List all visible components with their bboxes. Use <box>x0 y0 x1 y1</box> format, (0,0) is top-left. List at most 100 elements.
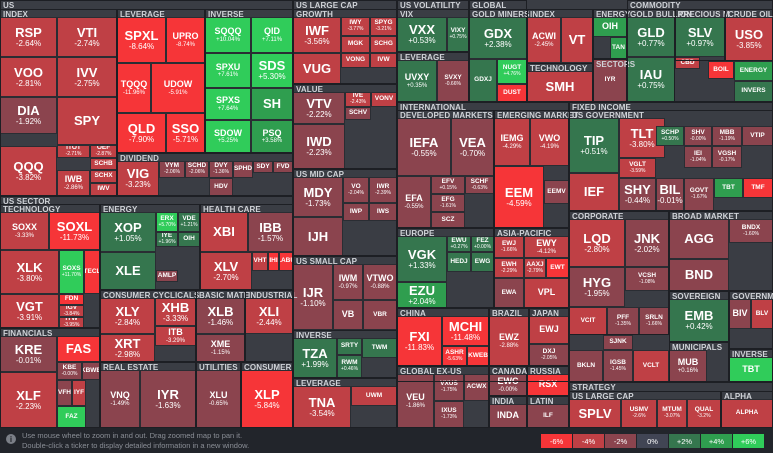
tile-labu[interactable]: LABU <box>279 252 293 271</box>
tile-emb[interactable]: EMB +0.42% <box>669 299 729 342</box>
tile-fdn[interactable]: FDN <box>59 294 84 305</box>
tile-bnd[interactable]: BND <box>669 259 729 291</box>
tile-vwo[interactable]: VWO -4.19% <box>530 118 569 166</box>
tile-igv[interactable]: IGV -3.84% <box>59 305 84 317</box>
tile-nugt[interactable]: NUGT +4.76% <box>497 59 527 84</box>
tile-rsp[interactable]: RSP -2.64% <box>0 17 57 57</box>
tile-xlk[interactable]: XLK -3.80% <box>0 250 59 294</box>
tile-uso[interactable]: USO -3.85% <box>725 17 773 61</box>
tile-hyg[interactable]: HYG -1.95% <box>569 267 625 307</box>
tile-ewh[interactable]: EWH -2.29% <box>494 258 524 278</box>
tile-vo[interactable]: VO -2.04% <box>343 177 369 203</box>
tile-eemv[interactable]: EEMV <box>544 180 569 204</box>
tile-vb[interactable]: VB <box>333 300 363 330</box>
tile-vym[interactable]: VYM -2.06% <box>159 161 185 178</box>
tile-fez[interactable]: FEZ +0.00% <box>471 236 494 252</box>
tile-xly[interactable]: XLY -2.84% <box>100 298 155 334</box>
tile-fxi[interactable]: FXI -11.83% <box>397 316 442 366</box>
tile-acwx[interactable]: ACWX <box>464 374 489 401</box>
tile-iye[interactable]: IYE +1.96% <box>156 232 178 247</box>
tile-tbt[interactable]: TBT <box>729 357 773 382</box>
tile-vug[interactable]: VUG <box>293 53 341 84</box>
tile-sphd[interactable]: SPHD <box>233 161 253 178</box>
tile-oih[interactable]: OIH <box>178 232 200 247</box>
tile-oef[interactable]: OEF -2.87% <box>90 145 117 158</box>
tile-vxx[interactable]: VXX +0.53% <box>397 17 447 52</box>
tile-ivw[interactable]: IVW <box>370 53 397 68</box>
tile-vig[interactable]: VIG -3.23% <box>117 161 159 196</box>
tile-mdy[interactable]: MDY -1.73% <box>293 177 343 217</box>
tile-vtv[interactable]: VTV -2.22% <box>293 92 345 124</box>
tile-rsx[interactable]: RSX <box>527 374 569 396</box>
tile-jnk[interactable]: JNK -2.02% <box>625 219 669 267</box>
tile-kbwb[interactable]: KBWB <box>82 362 100 380</box>
tile-iws[interactable]: IWS <box>369 203 397 221</box>
tile-tan[interactable]: TAN <box>610 37 627 59</box>
tile-pff[interactable]: PFF -1.35% <box>607 307 639 335</box>
tile-shy[interactable]: SHY -0.44% <box>619 178 656 211</box>
tile-ief[interactable]: IEF <box>569 173 619 211</box>
tile-ijr[interactable]: IJR -1.10% <box>293 264 333 330</box>
tile-lqd[interactable]: LQD -2.80% <box>569 219 625 267</box>
tile-ewj[interactable]: EWJ <box>529 316 569 344</box>
tile-bndx[interactable]: BNDX -1.60% <box>729 219 773 243</box>
tile-vonv[interactable]: VONV <box>371 92 397 107</box>
tile-ewz[interactable]: EWZ -2.88% <box>489 316 529 366</box>
tile-iwm[interactable]: IWM -0.97% <box>333 264 363 300</box>
tile-psq[interactable]: PSQ +3.58% <box>251 120 293 153</box>
tile-spyg[interactable]: SPYG -3.21% <box>370 17 397 36</box>
tile-dvy[interactable]: DVY -1.36% <box>209 161 233 178</box>
tile-ewt[interactable]: EWT <box>546 258 569 278</box>
tile-sqqq[interactable]: SQQQ +10.04% <box>205 17 251 53</box>
tile-iwr[interactable]: IWR -2.39% <box>369 177 397 203</box>
tile-iei[interactable]: IEI -1.04% <box>684 146 712 168</box>
tile-vfh[interactable]: VFH <box>57 380 72 406</box>
tile-sds[interactable]: SDS +5.30% <box>251 53 293 88</box>
tile-uwm[interactable]: UWM <box>351 386 397 406</box>
tile-sdow[interactable]: SDOW +5.25% <box>205 120 251 153</box>
tile-xrt[interactable]: XRT -2.98% <box>100 334 155 362</box>
tile-iwy[interactable]: IWY -3.77% <box>341 17 370 36</box>
tile-tbt[interactable]: TBT <box>714 178 743 198</box>
tile-vnq[interactable]: VNQ -1.49% <box>100 370 140 428</box>
tile-schv[interactable]: SCHV <box>345 107 371 120</box>
tile-ijh[interactable]: IJH <box>293 217 343 256</box>
tile-schb[interactable]: SCHB <box>90 158 117 170</box>
tile-soxl[interactable]: SOXL -11.73% <box>49 212 100 250</box>
tile-shv[interactable]: SHV -0.00% <box>684 126 712 146</box>
tile-twm[interactable]: TWM <box>362 338 397 358</box>
tile-rwm[interactable]: RWM +0.46% <box>337 355 362 378</box>
tile-udow[interactable]: UDOW -5.91% <box>151 63 205 113</box>
tile-hedj[interactable]: HEDJ <box>447 252 471 272</box>
tile-dia[interactable]: DIA -1.92% <box>0 97 57 134</box>
tile-spxl[interactable]: SPXL -8.64% <box>117 17 166 63</box>
tile-mgk[interactable]: MGK <box>341 36 370 53</box>
tile-srln[interactable]: SRLN -1.66% <box>639 307 669 335</box>
tile-invers[interactable]: INVERS <box>734 81 773 102</box>
tile-iwv[interactable]: IWV <box>90 183 117 196</box>
tile-srty[interactable]: SRTY <box>337 338 362 355</box>
tile-upro[interactable]: UPRO -8.74% <box>166 17 205 63</box>
tile-iyw[interactable]: IYW -3.95% <box>59 317 84 328</box>
tile-vht[interactable]: VHT <box>252 252 268 271</box>
tile-dxj[interactable]: DXJ -2.05% <box>529 344 569 366</box>
tile-soxs[interactable]: SOXS +11.70% <box>59 250 84 294</box>
tile-mub[interactable]: MUB +0.16% <box>669 350 707 382</box>
tile-boil[interactable]: BOIL <box>708 61 734 79</box>
tile-gld[interactable]: GLD +0.77% <box>627 17 675 57</box>
tile-gdxj[interactable]: GDXJ <box>469 59 497 102</box>
tile-cbd[interactable]: CBD <box>675 57 700 69</box>
tile-alpha[interactable]: ALPHA <box>721 399 773 428</box>
tile-tqqq[interactable]: TQQQ -11.96% <box>117 63 151 113</box>
tile-erx[interactable]: ERX +5.70% <box>156 212 178 232</box>
tile-igsb[interactable]: IGSB -1.45% <box>603 350 633 382</box>
tile-iyf[interactable]: IYF <box>72 380 86 406</box>
tile-xle[interactable]: XLE <box>100 252 156 290</box>
tile-veu[interactable]: VEU -1.86% <box>397 374 434 428</box>
treemap[interactable]: RSP -2.64% VTI -2.74% VOO -2.81% IVV -2.75% DIA -… <box>0 0 773 428</box>
tile-efa[interactable]: EFA -0.55% <box>397 176 431 228</box>
tile-iwd[interactable]: IWD -2.23% <box>293 124 345 169</box>
tile-tza[interactable]: TZA +1.99% <box>293 338 337 378</box>
tile-xlp[interactable]: XLP -5.84% <box>241 370 293 428</box>
tile-ewa[interactable]: EWA <box>494 278 524 308</box>
